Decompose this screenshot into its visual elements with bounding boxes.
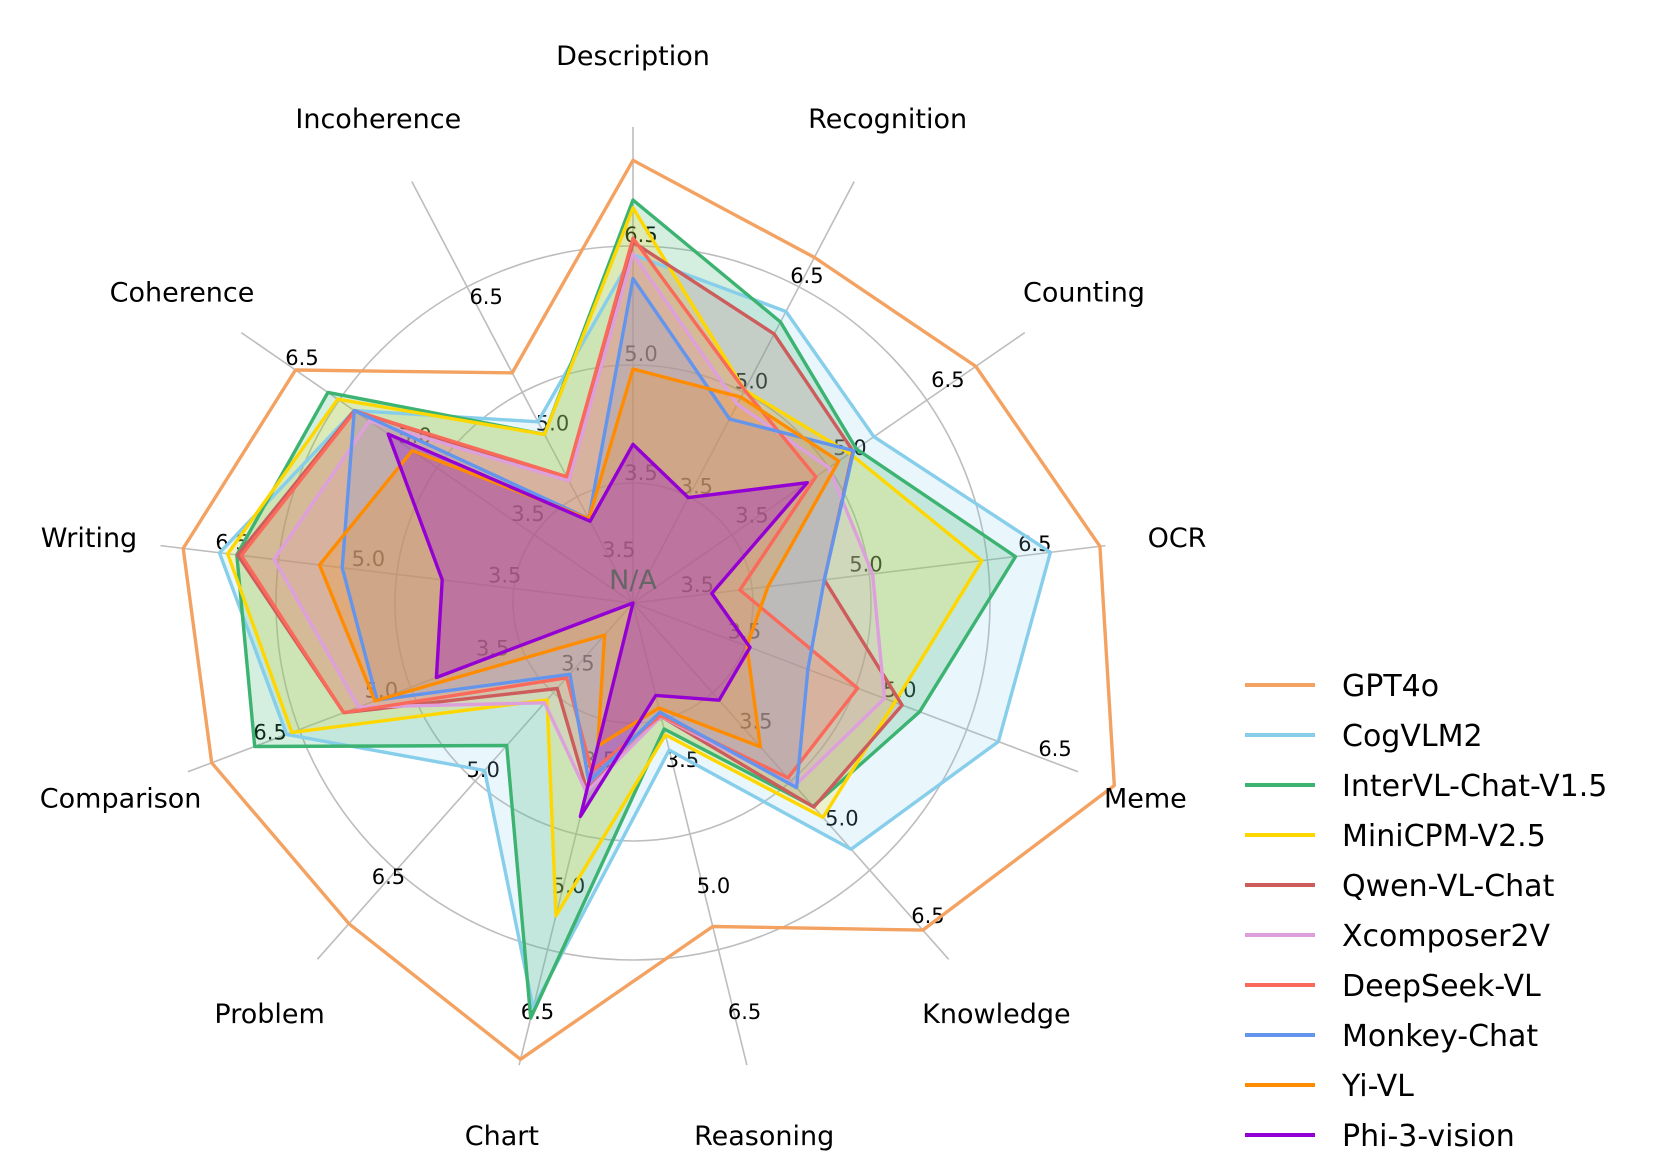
tick-label-writing-1: 3.5 xyxy=(488,563,521,587)
axis-label-problem: Problem xyxy=(214,999,324,1030)
axis-label-description: Description xyxy=(556,41,710,72)
series-line-yi-vl xyxy=(317,367,841,749)
tick-label-problem-3: 6.5 xyxy=(372,865,405,889)
series-line-phi-3-vision xyxy=(386,432,809,819)
legend-item-qwen-vl-chat: Qwen-VL-Chat xyxy=(1245,869,1555,904)
legend-item-deepseek-vl: DeepSeek-VL xyxy=(1245,969,1541,1004)
legend-label: Monkey-Chat xyxy=(1342,1019,1538,1054)
series-fill-yi-vl xyxy=(319,369,839,747)
series-fill-xcomposer2v xyxy=(274,253,885,793)
series-line-intervl-chat-v1-5 xyxy=(235,198,1018,1020)
axis-label-counting: Counting xyxy=(1023,278,1145,309)
series-fill-phi-3-vision xyxy=(388,434,808,817)
axis-label-reasoning: Reasoning xyxy=(694,1121,834,1152)
series-fill-monkey-chat xyxy=(342,278,854,788)
spoke-reasoning xyxy=(632,602,748,1066)
legend-label: Phi-3-vision xyxy=(1342,1119,1515,1154)
legend: GPT4o CogVLM2 InterVL-Chat-V1.5 MiniCPM-V2.… xyxy=(1245,669,1607,1154)
axis-label-comparison: Comparison xyxy=(40,783,202,814)
legend-item-intervl-chat-v1-5: InterVL-Chat-V1.5 xyxy=(1245,769,1607,804)
axis-label-meme: Meme xyxy=(1104,783,1187,814)
legend-item-minicpm-v2-5: MiniCPM-V2.5 xyxy=(1245,819,1546,854)
series-fill-minicpm-v2-5 xyxy=(227,207,982,916)
tick-label-counting-1: 3.5 xyxy=(735,503,768,527)
legend-label: DeepSeek-VL xyxy=(1342,969,1541,1004)
spoke-problem xyxy=(316,602,634,960)
tick-label-ocr-1: 3.5 xyxy=(681,573,714,597)
axis-label-incoherence: Incoherence xyxy=(295,104,461,135)
series-line-cogvlm2 xyxy=(217,252,1053,1010)
tick-label-description-2: 5.0 xyxy=(624,342,657,366)
tick-label-reasoning-2: 5.0 xyxy=(697,874,730,898)
legend-item-gpt4o: GPT4o xyxy=(1245,669,1439,704)
series-line-gpt4o xyxy=(181,158,1117,1062)
spoke-recognition xyxy=(632,181,855,604)
tick-label-coherence-1: 3.5 xyxy=(511,502,544,526)
tick-label-meme-3: 6.5 xyxy=(1038,737,1071,761)
legend-label: Yi-VL xyxy=(1341,1069,1414,1104)
legend-label: CogVLM2 xyxy=(1342,719,1483,754)
axis-label-writing: Writing xyxy=(41,523,137,554)
tick-label-incoherence-1: 3.5 xyxy=(602,538,635,562)
spoke-knowledge xyxy=(632,602,950,960)
legend-item-xcomposer2v: Xcomposer2V xyxy=(1245,919,1551,954)
tick-label-description-3: 6.5 xyxy=(624,223,657,247)
axis-labels: Description Recognition Counting OCR Meme Kno… xyxy=(40,41,1207,1152)
series-fill-qwen-vl-chat xyxy=(237,242,903,808)
axis-label-knowledge: Knowledge xyxy=(922,999,1070,1030)
legend-item-cogvlm2: CogVLM2 xyxy=(1245,719,1483,754)
axis-label-ocr: OCR xyxy=(1148,523,1207,554)
tick-label-coherence-3: 6.5 xyxy=(285,346,318,370)
tick-label-problem-1: 3.5 xyxy=(561,651,594,675)
legend-label: Xcomposer2V xyxy=(1342,919,1551,954)
axis-label-recognition: Recognition xyxy=(808,104,967,135)
spoke-incoherence xyxy=(411,181,634,604)
legend-label: MiniCPM-V2.5 xyxy=(1342,819,1546,854)
legend-label: Qwen-VL-Chat xyxy=(1342,869,1555,904)
tick-label-knowledge-2: 5.0 xyxy=(825,807,858,831)
tick-label-incoherence-3: 6.5 xyxy=(469,285,502,309)
series-line-xcomposer2v xyxy=(272,252,887,794)
center-label: N/A xyxy=(609,565,657,596)
legend-label: GPT4o xyxy=(1342,669,1439,704)
legend-item-yi-vl: Yi-VL xyxy=(1245,1069,1414,1104)
series-fill-deepseek-vl xyxy=(241,238,858,778)
series-fills xyxy=(219,200,1051,1019)
axis-label-coherence: Coherence xyxy=(110,278,255,309)
tick-label-recognition-3: 6.5 xyxy=(790,264,823,288)
legend-label: InterVL-Chat-V1.5 xyxy=(1342,769,1607,804)
spoke-coherence xyxy=(240,331,634,604)
legend-item-phi-3-vision: Phi-3-vision xyxy=(1245,1119,1515,1154)
axis-label-chart: Chart xyxy=(465,1121,539,1152)
series-line-minicpm-v2-5 xyxy=(225,206,984,918)
tick-label-writing-2: 5.0 xyxy=(352,547,385,571)
tick-label-reasoning-3: 6.5 xyxy=(728,1000,761,1024)
series-lines xyxy=(181,158,1117,1062)
tick-label-counting-3: 6.5 xyxy=(931,368,964,392)
legend-item-monkey-chat: Monkey-Chat xyxy=(1245,1019,1538,1054)
